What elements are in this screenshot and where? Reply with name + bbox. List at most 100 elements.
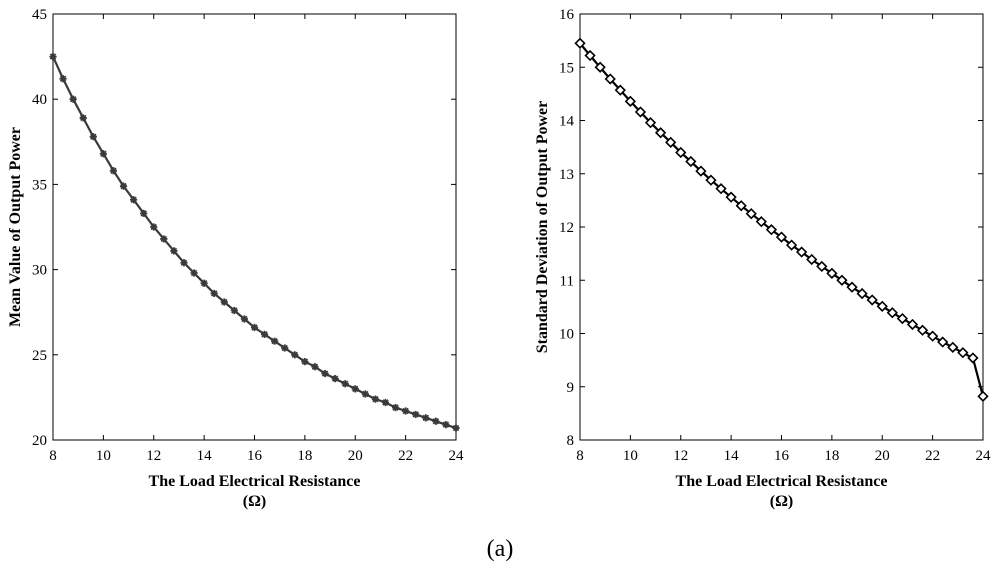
data-point: [371, 395, 379, 403]
data-point: [937, 336, 949, 348]
y-tick-label: 20: [32, 433, 47, 449]
data-point: [402, 407, 410, 415]
data-point: [796, 246, 808, 258]
data-point: [119, 182, 128, 190]
x-axis-label: (Ω): [243, 493, 266, 510]
y-tick-label: 11: [560, 273, 574, 289]
y-tick-label: 12: [559, 220, 574, 236]
data-point: [200, 279, 208, 287]
data-point: [705, 174, 717, 186]
data-point: [675, 146, 687, 159]
x-axis-label: (Ω): [770, 493, 793, 510]
x-tick-label: 20: [348, 448, 363, 464]
data-point: [644, 116, 657, 129]
data-point: [59, 75, 67, 83]
data-point: [816, 260, 828, 273]
data-point: [806, 253, 818, 266]
y-axis-label: Standard Deviation of Output Power: [534, 101, 551, 353]
y-tick-label: 8: [567, 433, 575, 449]
data-point: [957, 347, 969, 359]
data-point: [755, 216, 767, 228]
data-point: [442, 421, 450, 429]
data-point: [866, 294, 878, 306]
data-point: [190, 269, 198, 277]
data-point: [584, 49, 596, 62]
y-tick-label: 16: [559, 7, 575, 23]
data-point: [775, 231, 788, 243]
data-point: [351, 385, 359, 393]
data-point: [624, 95, 637, 107]
data-point: [301, 358, 309, 366]
data-point: [391, 404, 400, 412]
data-point: [826, 267, 838, 279]
data-point: [665, 136, 677, 148]
data-point: [836, 274, 848, 286]
x-tick-label: 22: [925, 448, 940, 464]
data-point: [785, 239, 798, 251]
data-point: [916, 324, 929, 336]
data-point: [49, 53, 57, 61]
y-tick-label: 14: [559, 114, 575, 130]
data-point: [967, 352, 979, 364]
data-point: [846, 281, 858, 293]
data-point: [452, 424, 460, 432]
data-point: [130, 196, 138, 204]
data-point: [109, 167, 118, 175]
data-point: [654, 127, 667, 139]
data-point: [715, 183, 727, 195]
x-axis-label: The Load Electrical Resistance: [676, 473, 888, 490]
plot-frame: [579, 13, 984, 441]
data-point: [765, 224, 778, 236]
chart-2: 8 10 12 14 16 18 20 22 24 8 9 10 11 12 13 14 15 16 The Loa…: [534, 7, 991, 510]
x-tick-label: 16: [774, 448, 790, 464]
chart-1: 8 10 12 14 16 18 20 22 24 20 25 30 35 40 45 The Load El…: [7, 7, 464, 510]
data-point: [260, 330, 269, 338]
y-tick-label: 30: [32, 263, 47, 279]
x-tick-label: 18: [824, 448, 839, 464]
x-tick-label: 8: [49, 448, 57, 464]
data-point: [876, 300, 888, 312]
y-tick-label: 35: [32, 177, 47, 193]
data-point: [695, 165, 707, 177]
data-point: [220, 298, 228, 306]
data-point: [210, 289, 218, 298]
data-point: [685, 155, 697, 168]
y-tick-label: 15: [559, 60, 574, 76]
data-point: [79, 114, 87, 122]
x-tick-label: 10: [96, 448, 111, 464]
y-tick-label: 9: [567, 380, 575, 396]
x-tick-label: 10: [623, 448, 638, 464]
data-point: [170, 247, 178, 255]
data-point: [321, 369, 329, 378]
y-tick-label: 10: [559, 327, 574, 343]
x-tick-label: 14: [197, 448, 213, 464]
x-tick-label: 22: [398, 448, 413, 464]
data-point: [614, 84, 626, 96]
data-point: [311, 363, 319, 371]
data-point: [271, 337, 279, 345]
data-point: [89, 133, 97, 141]
x-tick-label: 24: [449, 448, 465, 464]
data-point: [422, 414, 430, 422]
x-tick-label: 24: [976, 448, 992, 464]
plot-frame: [52, 13, 457, 441]
data-point: [250, 323, 259, 332]
figure-caption: (a): [486, 536, 514, 562]
y-tick-label: 45: [32, 7, 47, 23]
y-axis-label: Mean Value of Output Power: [7, 127, 24, 327]
y-tick-label: 13: [559, 167, 574, 183]
data-point: [735, 200, 747, 212]
x-axis-label: The Load Electrical Resistance: [149, 473, 361, 490]
data-point: [291, 351, 299, 359]
data-point: [230, 306, 238, 315]
data-point: [150, 223, 158, 231]
data-point: [281, 344, 289, 352]
y-tick-label: 40: [32, 92, 47, 108]
x-tick-label: 8: [576, 448, 584, 464]
data-point: [604, 73, 616, 85]
data-point: [745, 208, 757, 220]
data-point: [180, 259, 188, 267]
data-point: [160, 235, 168, 243]
x-tick-label: 12: [673, 448, 688, 464]
